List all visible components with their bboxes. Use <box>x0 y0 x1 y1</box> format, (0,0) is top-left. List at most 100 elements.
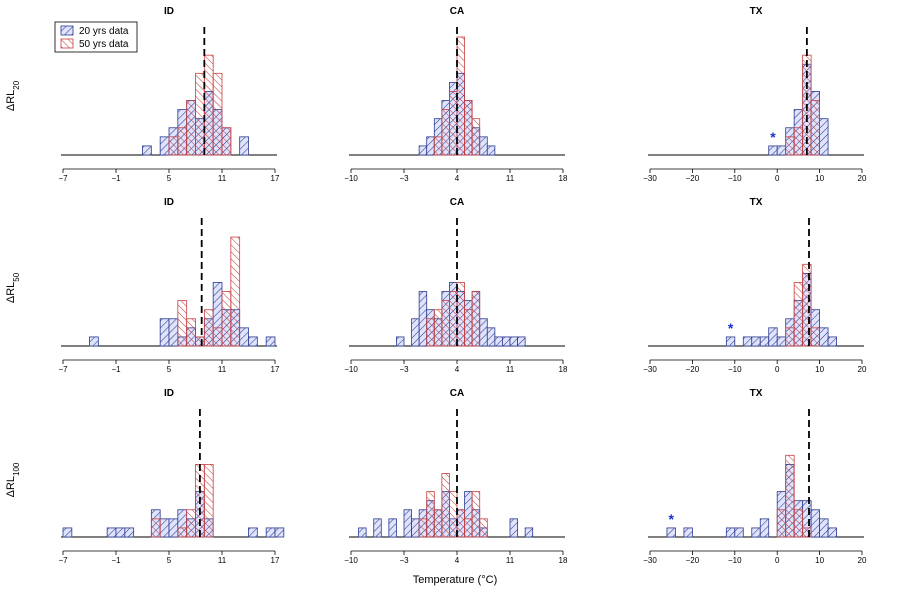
row-label-2: ΔRL100 <box>5 462 21 497</box>
bar-20yrs <box>248 527 258 538</box>
x-tick-label: −20 <box>686 556 700 565</box>
x-tick-label: 20 <box>858 365 867 374</box>
bar-50yrs <box>441 473 450 538</box>
bar-20yrs <box>159 318 170 347</box>
bar-50yrs <box>449 491 458 538</box>
bar-20yrs <box>768 327 778 347</box>
bar-20yrs <box>666 527 676 538</box>
bar-50yrs <box>802 263 812 347</box>
bar-20yrs <box>159 136 170 156</box>
bar-50yrs <box>221 127 232 156</box>
x-axis: −10 −3 4 11 18 <box>344 168 568 183</box>
bar-20yrs <box>827 336 837 347</box>
bar-50yrs <box>177 127 188 156</box>
x-tick-label: 20 <box>858 174 867 183</box>
bar-20yrs <box>373 518 382 538</box>
bar-50yrs <box>195 72 205 156</box>
x-axis-title: Temperature (°C) <box>413 574 497 586</box>
outlier-marker: * <box>728 320 734 336</box>
panel-tx-row0: TX * −30 −20 −10 0 10 20 <box>643 6 867 183</box>
x-axis: −10 −3 4 11 18 <box>344 550 568 565</box>
bar-50yrs <box>471 291 481 347</box>
bar-50yrs <box>456 282 465 347</box>
x-tick-label: −10 <box>728 365 742 374</box>
bar-50yrs <box>212 327 223 347</box>
bar-50yrs <box>785 454 795 538</box>
x-tick-label: −1 <box>111 556 121 565</box>
bar-50yrs <box>221 291 232 347</box>
x-tick-label: −30 <box>643 556 657 565</box>
bar-50yrs <box>203 463 214 538</box>
bar-50yrs <box>464 518 473 538</box>
bar-20yrs <box>819 118 829 156</box>
x-tick-label: 11 <box>218 365 227 374</box>
bar-20yrs <box>683 527 693 538</box>
bar-20yrs <box>751 336 761 347</box>
x-tick-label: 4 <box>455 365 460 374</box>
bar-20yrs <box>388 518 397 538</box>
bar-50yrs <box>793 127 804 156</box>
x-axis: −10 −3 4 11 18 <box>344 359 568 374</box>
bar-20yrs <box>274 527 285 538</box>
bar-50yrs <box>776 509 787 538</box>
bar-20yrs <box>759 518 770 538</box>
bar-20yrs <box>239 136 249 156</box>
x-tick-label: 0 <box>775 174 780 183</box>
bar-50yrs <box>433 136 443 156</box>
x-tick-label: 11 <box>218 556 227 565</box>
panel-title: ID <box>164 197 174 208</box>
bar-50yrs <box>203 309 214 347</box>
x-tick-label: 18 <box>559 174 568 183</box>
x-tick-label: −20 <box>686 365 700 374</box>
legend-label-20yrs: 20 yrs data <box>79 26 129 37</box>
bar-20yrs <box>509 336 518 347</box>
bar-20yrs <box>742 336 753 347</box>
x-axis: −7 −1 5 11 17 <box>58 359 280 374</box>
bar-50yrs <box>177 527 188 538</box>
bar-50yrs <box>456 36 465 156</box>
row-label-1: ΔRL50 <box>5 272 21 303</box>
bar-50yrs <box>212 72 223 156</box>
bar-20yrs <box>418 291 428 347</box>
outlier-marker: * <box>770 129 776 145</box>
bar-50yrs <box>426 318 435 347</box>
bar-20yrs <box>62 527 73 538</box>
x-tick-label: 10 <box>815 174 824 183</box>
bar-20yrs <box>124 527 135 538</box>
bar-20yrs <box>265 527 276 538</box>
panel-title: ID <box>164 6 174 17</box>
x-axis: −30 −20 −10 0 10 20 <box>643 359 867 374</box>
bar-50yrs <box>802 527 812 538</box>
x-tick-label: 0 <box>775 556 780 565</box>
bar-20yrs <box>403 509 412 538</box>
panel-title: TX <box>750 6 763 17</box>
x-tick-label: 10 <box>815 556 824 565</box>
bar-50yrs <box>456 509 465 538</box>
x-tick-label: 10 <box>815 365 824 374</box>
bar-50yrs <box>785 327 795 347</box>
x-axis: −7 −1 5 11 17 <box>58 550 280 565</box>
row-labels: ΔRL20 ΔRL50 ΔRL100 <box>5 80 21 497</box>
bar-50yrs <box>810 100 820 156</box>
bar-20yrs <box>418 145 428 156</box>
bar-20yrs <box>239 327 249 347</box>
bar-50yrs <box>449 91 458 156</box>
bar-50yrs <box>793 282 804 347</box>
bar-20yrs <box>411 518 420 538</box>
x-tick-label: 18 <box>559 365 568 374</box>
bar-50yrs <box>479 518 488 538</box>
bar-50yrs <box>177 300 188 347</box>
bar-20yrs <box>486 145 496 156</box>
x-tick-label: −1 <box>111 174 121 183</box>
bar-50yrs <box>464 309 473 347</box>
panel-ca-row1: CA −10 −3 4 11 18 <box>344 197 568 374</box>
bar-50yrs <box>449 291 458 347</box>
x-tick-label: 17 <box>271 556 280 565</box>
bar-20yrs <box>810 509 820 538</box>
x-tick-label: −3 <box>399 556 409 565</box>
bar-20yrs <box>524 527 534 538</box>
bar-50yrs <box>150 518 161 538</box>
bar-20yrs <box>776 145 787 156</box>
